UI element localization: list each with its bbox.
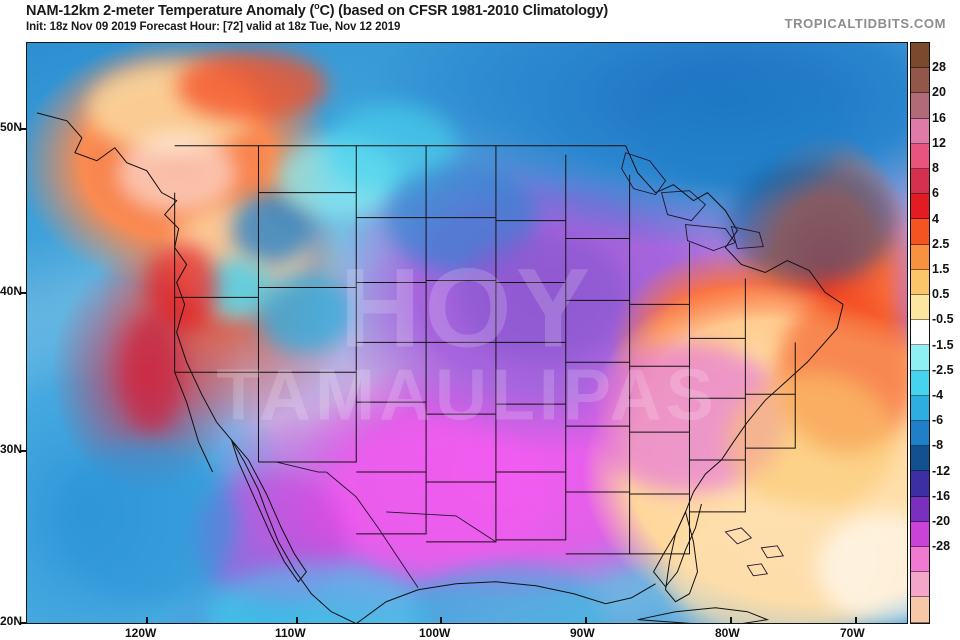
colorbar-swatch <box>911 446 929 472</box>
colorbar-swatch <box>911 169 929 195</box>
colorbar-swatch <box>911 597 929 623</box>
colorbar-swatch <box>911 345 929 371</box>
colorbar-tick-label: 4 <box>932 211 939 226</box>
page-title-rest: C) (based on CFSR 1981-2010 Climatology) <box>319 2 608 19</box>
forecast-subtitle: Init: 18z Nov 09 2019 Forecast Hour: [72… <box>26 21 401 33</box>
colorbar-tick-label: -16 <box>932 488 951 503</box>
lat-label-20n: 20N <box>0 614 23 628</box>
colorbar-swatch <box>911 194 929 220</box>
colorbar-tick-label: -28 <box>932 539 951 554</box>
page-title: NAM-12km 2-meter Temperature Anomaly (oC… <box>26 1 608 19</box>
colorbar-tick-label: -0.5 <box>932 312 954 327</box>
page-title-main: NAM-12km 2-meter Temperature Anomaly ( <box>26 2 315 19</box>
colorbar-swatch <box>911 143 929 170</box>
colorbar-swatch <box>911 244 929 270</box>
colorbar-swatch <box>911 370 929 396</box>
header: NAM-12km 2-meter Temperature Anomaly (oC… <box>0 0 960 40</box>
colorbar-tick-label: 6 <box>932 186 939 201</box>
lon-label-90w: 90W <box>570 626 595 640</box>
colorbar-tick-label: 8 <box>932 161 939 176</box>
colorbar-tick-label: -12 <box>932 463 951 478</box>
lon-label-80w: 80W <box>715 626 740 640</box>
colorbar-swatch <box>911 269 929 296</box>
colorbar-tick-label: 16 <box>932 110 946 125</box>
lat-label-50n: 50N <box>0 120 23 134</box>
colorbar-tick-label: -20 <box>932 514 951 529</box>
colorbar[interactable] <box>910 42 930 624</box>
colorbar-tick-label: 0.5 <box>932 287 950 302</box>
colorbar-tick-label: -6 <box>932 413 944 428</box>
colorbar-swatch <box>911 68 929 94</box>
colorbar-swatch <box>911 295 929 321</box>
colorbar-tick-label: 20 <box>932 85 946 100</box>
colorbar-swatch <box>911 496 929 522</box>
colorbar-tick-label: -2.5 <box>932 362 954 377</box>
colorbar-tick-label: 12 <box>932 135 946 150</box>
lon-label-120w: 120W <box>125 626 157 640</box>
map-canvas[interactable]: HOY TAMAULIPAS <box>26 42 908 624</box>
colorbar-swatch <box>911 219 929 245</box>
colorbar-tick-label: 28 <box>932 60 946 75</box>
colorbar-tick-label: -4 <box>932 388 944 403</box>
colorbar-swatch <box>911 118 929 144</box>
colorbar-swatch <box>911 320 929 346</box>
degree-symbol: o <box>314 1 320 11</box>
lon-label-110w: 110W <box>275 626 306 640</box>
colorbar-swatch <box>911 521 929 548</box>
colorbar-tick-label: 1.5 <box>932 261 950 276</box>
colorbar-swatch <box>911 572 929 598</box>
lat-label-30n: 30N <box>0 442 23 456</box>
colorbar-swatch <box>911 93 929 119</box>
lat-label-40n: 40N <box>0 284 23 298</box>
colorbar-tick-label: 2.5 <box>932 236 950 251</box>
lon-label-70w: 70W <box>840 626 865 640</box>
colorbar-swatch <box>911 421 929 447</box>
lon-label-100w: 100W <box>419 626 451 640</box>
colorbar-swatch <box>911 43 929 69</box>
colorbar-swatch <box>911 471 929 497</box>
colorbar-tick-label: -1.5 <box>932 337 954 352</box>
colorbar-swatch <box>911 547 929 573</box>
map-borders <box>27 43 907 624</box>
colorbar-tick-label: -8 <box>932 438 944 453</box>
brand-watermark: TROPICALTIDBITS.COM <box>784 16 946 31</box>
colorbar-swatch <box>911 395 929 422</box>
